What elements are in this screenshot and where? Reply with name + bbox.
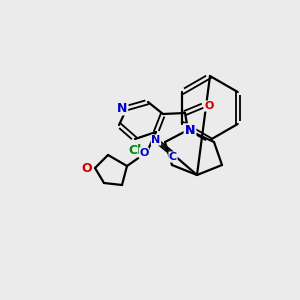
Text: N: N: [185, 124, 195, 137]
Text: O: O: [139, 148, 149, 158]
Text: C: C: [169, 152, 177, 162]
Text: N: N: [185, 124, 195, 137]
Text: O: O: [82, 161, 92, 175]
Text: N: N: [152, 135, 160, 145]
Text: N: N: [117, 101, 127, 115]
Text: Cl: Cl: [128, 143, 142, 157]
Text: O: O: [204, 101, 214, 111]
Text: N: N: [185, 124, 195, 137]
